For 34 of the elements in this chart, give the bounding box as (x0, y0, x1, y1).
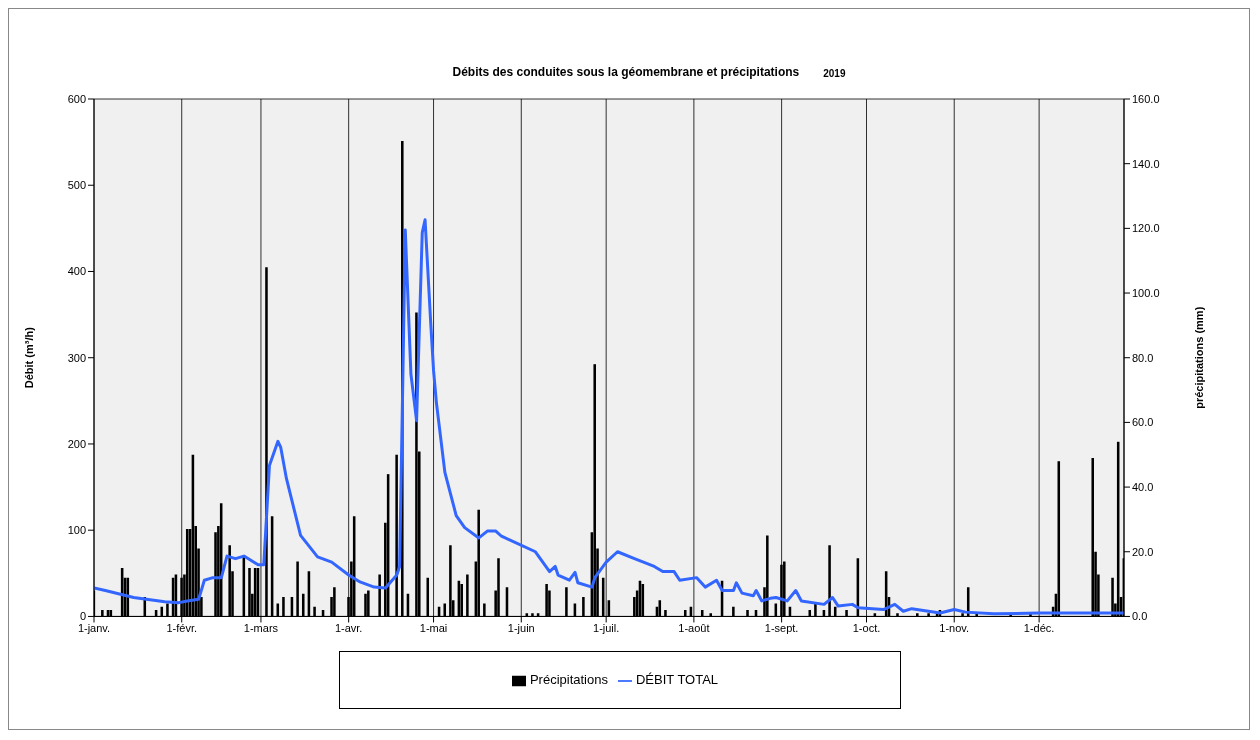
x-tick-label: 1-déc. (1023, 622, 1055, 635)
x-tick-label: 1-août (678, 622, 710, 635)
y2-axis-title: précipitations (mm) (1192, 306, 1205, 409)
y2-tick-label: 140.0 (1132, 157, 1160, 170)
y-tick-label: 0 (79, 610, 86, 623)
y2-tick-label: 0.0 (1132, 610, 1148, 623)
y2-tick-label: 60.0 (1132, 416, 1154, 429)
y-tick-label: 200 (67, 437, 86, 450)
x-tick-label: 1-mai (419, 622, 448, 635)
y2-tick-label: 40.0 (1132, 480, 1154, 493)
y-tick-label: 400 (67, 265, 86, 278)
legend-label: DÉBIT TOTAL (635, 672, 719, 688)
y2-tick-label: 160.0 (1132, 92, 1160, 105)
x-tick-label: 1-oct. (852, 622, 881, 635)
x-tick-label: 1-juil. (593, 622, 620, 635)
y-axis-title: Débit (m³/h) (22, 326, 35, 389)
legend-label: Précipitations (529, 672, 608, 688)
y-tick-label: 600 (67, 92, 86, 105)
x-tick-label: 1-nov. (939, 622, 970, 635)
x-tick-label: 1-sept. (764, 622, 799, 635)
y-tick-label: 500 (67, 179, 86, 192)
x-tick-label: 1-juin (507, 622, 535, 635)
x-tick-label: 1-févr. (166, 622, 198, 635)
chart-subtitle: 2019 (823, 68, 846, 79)
x-tick-label: 1-mars (243, 622, 279, 635)
y2-tick-label: 100.0 (1132, 286, 1160, 299)
x-tick-label: 1-avr. (334, 622, 363, 635)
x-tick-label: 1-janv. (77, 622, 111, 635)
y2-tick-label: 120.0 (1132, 222, 1160, 235)
y-tick-label: 100 (67, 524, 86, 537)
chart-title: Débits des conduites sous la géomembrane et précipitations (452, 65, 800, 79)
y-tick-label: 300 (67, 351, 86, 364)
y2-tick-label: 20.0 (1132, 545, 1154, 558)
y2-tick-label: 80.0 (1132, 351, 1154, 364)
